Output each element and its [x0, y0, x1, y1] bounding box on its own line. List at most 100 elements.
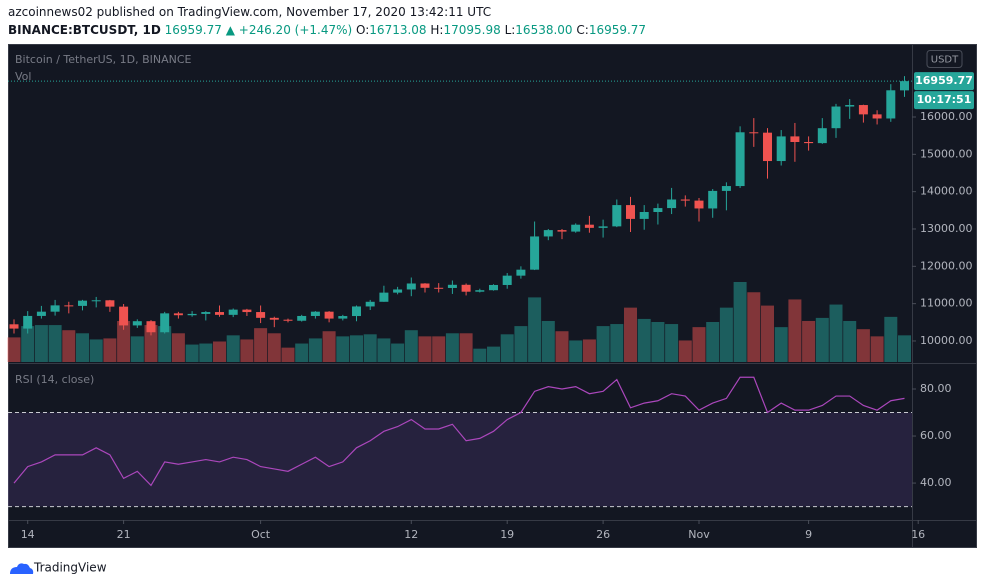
currency-badge[interactable] [926, 50, 963, 68]
chart-title: Bitcoin / TetherUS, 1D, BINANCE [15, 53, 192, 66]
candle [119, 304, 129, 330]
candle [160, 311, 170, 334]
chart-border [8, 44, 977, 548]
candle [406, 277, 416, 297]
volume-bar [185, 344, 199, 362]
candle-body [406, 283, 416, 290]
candle-body [50, 305, 60, 312]
volume-bar [21, 326, 35, 362]
countdown-box [914, 91, 974, 110]
candle-body [571, 224, 581, 232]
volume-bar [336, 336, 350, 362]
volume-bar [596, 326, 610, 362]
candle [584, 215, 594, 233]
candle-body [858, 105, 868, 115]
x-tick-label: 21 [117, 528, 131, 541]
ohlc-value: 16538.00 [515, 23, 573, 37]
volume-bar [500, 334, 514, 362]
candle [516, 266, 526, 279]
x-tick-label: Oct [251, 528, 271, 541]
candle [215, 305, 224, 317]
candle [297, 314, 307, 322]
volume-bar [295, 343, 309, 362]
candle [461, 283, 471, 296]
candle [146, 320, 156, 336]
volume-bar [34, 325, 48, 362]
symbol-line: BINANCE:BTCUSDT, 1D 16959.77 ▲ +246.20 (… [8, 21, 646, 39]
candle-body [626, 205, 635, 219]
volume-bar [747, 292, 761, 362]
y-tick-label: 14000.00 [920, 185, 973, 198]
y-tick-label: 13000.00 [920, 222, 973, 235]
candle-body [434, 287, 444, 289]
ohlc-value: 16959.77 [588, 23, 647, 37]
volume-bar [418, 336, 432, 362]
candle [694, 197, 704, 222]
candle [242, 308, 252, 316]
volume-bar [761, 305, 774, 362]
candle [324, 311, 334, 323]
candle-body [804, 141, 814, 144]
volume-bar [665, 324, 679, 362]
volume-bar [774, 327, 788, 362]
volume-bar [322, 331, 336, 362]
last-price-box [914, 72, 974, 91]
candle-body [393, 289, 403, 293]
candle-body [64, 305, 74, 307]
volume-bar [281, 347, 295, 362]
candle-body [365, 301, 375, 307]
candle-body [23, 315, 33, 329]
candle-body [146, 321, 156, 333]
ohlc-label: O: [356, 23, 370, 37]
candle-body [694, 200, 704, 209]
candle-body [269, 317, 279, 320]
candle-body [708, 190, 718, 209]
x-tick-label: 26 [596, 528, 610, 541]
candle-body [447, 284, 457, 288]
candle [352, 305, 361, 322]
candle-body [845, 105, 855, 107]
candle [283, 318, 293, 323]
volume-bar [404, 330, 418, 362]
candle-body [297, 315, 307, 321]
candle-body [763, 132, 772, 162]
candle-body [557, 230, 567, 232]
candle [626, 196, 635, 232]
volume-bar [788, 299, 802, 362]
candle-body [215, 312, 224, 315]
candle-body [160, 313, 170, 333]
candle [900, 76, 909, 97]
candle [858, 104, 868, 123]
candle [749, 118, 759, 147]
candle-body [310, 311, 320, 316]
last-price: 16959.77 [164, 23, 222, 37]
candle [790, 122, 800, 162]
currency: USDT [931, 55, 959, 66]
volume-bar [363, 334, 377, 362]
x-tick-label: 9 [805, 528, 812, 541]
y-tick-label: 10000.00 [920, 334, 973, 347]
rsi-tick-label: 80.00 [920, 382, 952, 395]
countdown: 10:17:51 [917, 93, 972, 106]
candle [721, 182, 731, 211]
candle-body [502, 275, 512, 285]
candle-body [461, 284, 471, 292]
candle-body [173, 313, 183, 316]
y-tick-label: 15000.00 [920, 147, 973, 160]
candle [667, 187, 677, 215]
volume-bar [870, 336, 884, 362]
ohlc-value: 17095.98 [443, 23, 501, 37]
volume-bar [856, 329, 870, 362]
candle-body [338, 316, 348, 319]
volume-bar [555, 331, 569, 362]
candle [420, 283, 430, 293]
publisher-line: azcoinnews02 published on TradingView.co… [8, 5, 492, 19]
candle-body [324, 311, 334, 319]
volume-bar [678, 340, 692, 362]
candle-body [379, 292, 389, 302]
candle-body [667, 199, 677, 209]
x-tick-label: 14 [21, 528, 35, 541]
candle [735, 126, 745, 188]
volume-bar [308, 338, 322, 362]
up-arrow: ▲ [225, 23, 235, 37]
